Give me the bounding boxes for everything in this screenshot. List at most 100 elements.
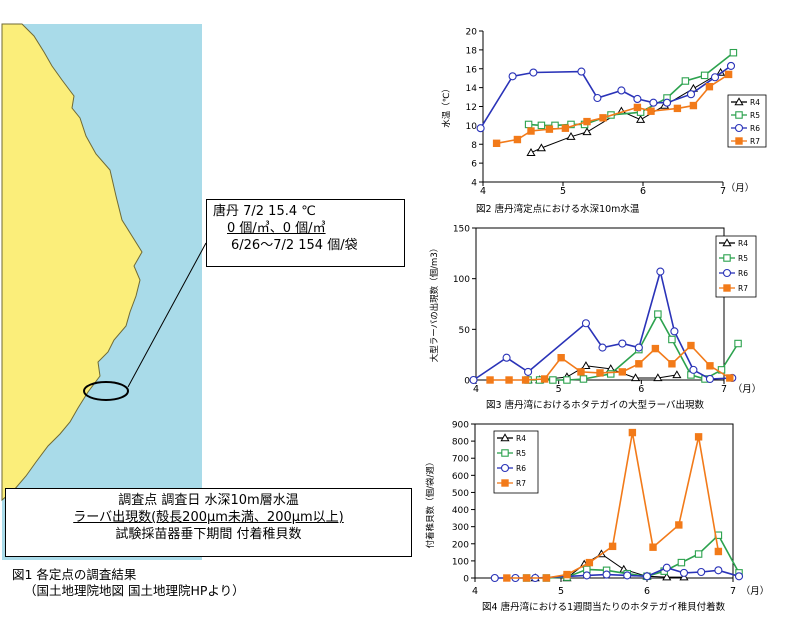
data-point xyxy=(701,375,709,383)
legend-line-1: 調査点 調査日 水深10m層水温 xyxy=(118,493,299,508)
data-point xyxy=(675,521,683,529)
data-point xyxy=(503,574,511,582)
legend: R4 R5 R6 R7 xyxy=(715,235,757,298)
data-point xyxy=(566,132,576,140)
y-tick-label: 200 xyxy=(452,540,469,550)
chart-title: 図3 唐丹湾におけるホタテガイの大型ラーバ出現数 xyxy=(486,399,704,411)
data-point xyxy=(581,319,590,328)
data-point xyxy=(606,370,615,378)
data-point xyxy=(582,127,592,136)
data-point xyxy=(502,353,511,362)
series-R5 xyxy=(524,48,738,130)
x-tick-label: 5 xyxy=(558,586,564,597)
data-point xyxy=(633,103,642,112)
data-point xyxy=(700,71,709,80)
series-line xyxy=(490,344,731,381)
legend-marker xyxy=(734,123,744,133)
data-point xyxy=(542,574,551,582)
data-point xyxy=(734,572,744,581)
y-tick-label: 12 xyxy=(466,103,477,113)
data-point xyxy=(710,73,720,82)
data-point xyxy=(636,108,645,116)
data-point xyxy=(668,360,676,368)
data-point xyxy=(522,574,531,582)
map-legend-box: 調査点 調査日 水深10m層水温 ラーバ出現数(殻長200μm未満、200μm以… xyxy=(5,488,412,557)
series-R6 xyxy=(469,267,737,385)
data-point xyxy=(583,117,591,126)
data-point xyxy=(524,120,533,129)
data-point xyxy=(662,563,671,572)
data-point xyxy=(656,267,665,276)
x-tick-label: 6 xyxy=(644,586,650,597)
data-point xyxy=(662,98,672,107)
figure-1-title: 図1 各定点の調査結果 xyxy=(12,567,137,582)
x-tick-label: 5 xyxy=(556,384,562,395)
data-point xyxy=(735,569,743,577)
data-point xyxy=(649,543,657,551)
y-tick-label: 500 xyxy=(452,489,469,499)
data-point xyxy=(649,98,658,107)
data-point xyxy=(726,374,734,382)
data-point xyxy=(619,564,629,573)
legend-item-R4: R4 xyxy=(497,433,526,443)
legend-label: R4 xyxy=(750,98,760,107)
data-point xyxy=(567,120,575,129)
data-point xyxy=(642,572,652,581)
series-R4 xyxy=(530,549,689,582)
data-point xyxy=(618,339,627,348)
data-point xyxy=(686,90,696,99)
data-point xyxy=(513,135,522,144)
series-line xyxy=(528,52,734,127)
chart-2: 4 6 8 10 12 14 16 18 20 4 5 6 7 （月） 図2 唐丹湾定点における水深10m水… xyxy=(441,28,767,215)
data-point xyxy=(469,375,478,385)
y-tick-label: 400 xyxy=(452,506,469,516)
x-unit-label: （月） xyxy=(741,585,770,597)
data-point xyxy=(663,94,671,102)
data-point xyxy=(706,362,714,370)
y-tick-label: 10 xyxy=(466,122,478,132)
data-point xyxy=(697,567,706,577)
data-point xyxy=(729,48,738,57)
data-point xyxy=(511,573,520,583)
data-point xyxy=(636,115,646,123)
data-point xyxy=(526,148,536,156)
data-point xyxy=(536,143,546,152)
series-R7 xyxy=(492,70,733,148)
data-point xyxy=(577,67,586,76)
legend-item-R5: R5 xyxy=(497,449,526,458)
legend-item-R5: R5 xyxy=(731,111,760,120)
data-point xyxy=(668,335,676,344)
data-point xyxy=(616,106,626,115)
data-point xyxy=(634,343,643,352)
legend-marker xyxy=(500,433,510,442)
data-point xyxy=(734,339,742,348)
y-tick-label: 18 xyxy=(466,46,478,56)
legend-frame xyxy=(727,94,767,148)
series-R7 xyxy=(503,428,723,582)
y-tick-label: 14 xyxy=(466,84,478,94)
series-R4 xyxy=(526,67,726,156)
data-point xyxy=(563,573,571,581)
y-tick-label: 6 xyxy=(471,160,477,170)
data-point xyxy=(523,375,533,384)
data-point xyxy=(545,125,554,133)
data-point xyxy=(654,310,662,318)
data-point xyxy=(582,571,591,580)
data-point xyxy=(606,364,616,373)
x-tick-label: 4 xyxy=(472,586,478,597)
series-line xyxy=(535,553,684,579)
series-line xyxy=(473,268,733,381)
y-tick-label: 150 xyxy=(453,225,470,235)
data-point xyxy=(714,566,723,575)
x-tick-label: 6 xyxy=(640,186,646,197)
callout-line-2: 0 個/㎥、0 個/㎥ xyxy=(227,221,326,236)
legend-item-R6: R6 xyxy=(719,268,748,278)
data-point xyxy=(562,573,572,582)
data-point xyxy=(561,124,570,132)
data-point xyxy=(524,367,533,376)
y-tick-label: 800 xyxy=(452,438,469,448)
legend-label: R5 xyxy=(750,111,760,120)
data-point xyxy=(602,570,611,579)
data-point xyxy=(630,373,641,382)
data-point xyxy=(486,376,494,384)
